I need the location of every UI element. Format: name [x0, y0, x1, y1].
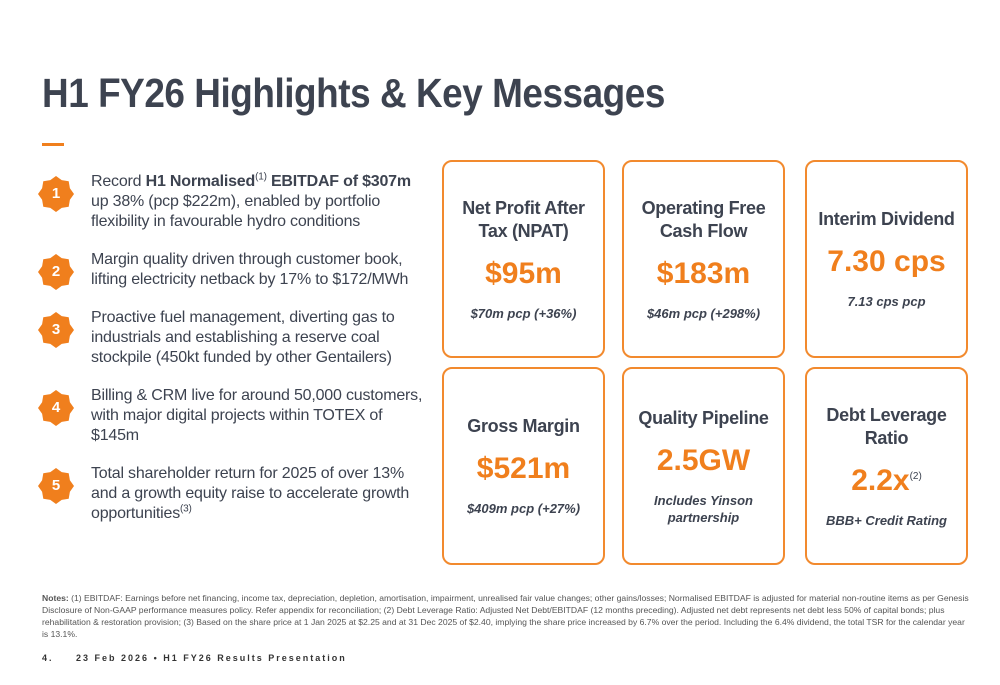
- kpi-value: $95m: [485, 257, 562, 291]
- highlights-list: 1 Record H1 Normalised(1) EBITDAF of $307…: [38, 172, 433, 524]
- kpi-card: Interim Dividend 7.30 cps 7.13 cps pcp: [805, 160, 968, 358]
- gear-badge-icon: [38, 176, 74, 212]
- highlight-item: 5 Total shareholder return for 2025 of ov…: [38, 464, 433, 524]
- highlight-item: 3 Proactive fuel management, diverting ga…: [38, 308, 433, 368]
- text: 7.30 cps: [827, 245, 946, 278]
- number-badge: 5: [38, 468, 74, 504]
- number-badge: 2: [38, 254, 74, 290]
- footer: 4. 23 Feb 2026 • H1 FY26 Results Present…: [42, 653, 347, 663]
- kpi-card: Gross Margin $521m $409m pcp (+27%): [442, 367, 605, 565]
- highlight-text: Total shareholder return for 2025 of ove…: [91, 464, 431, 524]
- highlight-item: 2 Margin quality driven through customer …: [38, 250, 433, 290]
- text: 2.2x: [851, 463, 910, 497]
- kpi-value: $183m: [657, 257, 750, 291]
- kpi-card: Operating Free Cash Flow $183m $46m pcp …: [622, 160, 785, 358]
- text: EBITDAF of $307m: [266, 173, 411, 190]
- kpi-subtext: $70m pcp (+36%): [470, 305, 577, 321]
- text: 5: [51, 477, 61, 494]
- text: up 38% (pcp $222m), enabled by portfolio…: [91, 193, 381, 230]
- text: 3: [51, 321, 61, 338]
- footer-text: 23 Feb 2026 • H1 FY26 Results Presentati…: [76, 653, 347, 663]
- kpi-card: Quality Pipeline 2.5GW Includes Yinson p…: [622, 367, 785, 565]
- highlight-text: Billing & CRM live for around 50,000 cus…: [91, 386, 431, 446]
- text: $521m: [476, 452, 571, 485]
- text: (2): [909, 470, 922, 482]
- text: Margin quality driven through customer b…: [91, 251, 409, 288]
- highlight-item: 1 Record H1 Normalised(1) EBITDAF of $307…: [38, 172, 433, 232]
- text: (3): [180, 503, 192, 515]
- gear-badge-icon: [38, 312, 74, 348]
- kpi-value: 7.30 cps: [827, 245, 945, 279]
- gear-badge-icon: [38, 254, 74, 290]
- gear-badge-icon: [38, 390, 74, 426]
- highlight-text: Proactive fuel management, diverting gas…: [91, 308, 431, 368]
- text: $183m: [656, 256, 751, 290]
- page-number: 4.: [42, 653, 54, 663]
- gear-badge-icon: [38, 468, 74, 504]
- number-badge: 1: [38, 176, 74, 212]
- kpi-heading: Debt Leverage Ratio: [826, 404, 947, 448]
- kpi-value: $521m: [477, 452, 570, 486]
- text: Proactive fuel management, diverting gas…: [91, 309, 395, 366]
- text: Record: [91, 173, 146, 190]
- highlight-text: Record H1 Normalised(1) EBITDAF of $307m…: [91, 172, 431, 232]
- text: Total shareholder return for 2025 of ove…: [91, 465, 410, 522]
- page-title: H1 FY26 Highlights & Key Messages: [42, 70, 665, 116]
- kpi-card: Net Profit After Tax (NPAT) $95m $70m pc…: [442, 160, 605, 358]
- kpi-heading: Quality Pipeline: [638, 407, 769, 428]
- highlight-text: Margin quality driven through customer b…: [91, 250, 431, 290]
- notes-label: Notes:: [42, 593, 69, 603]
- kpi-subtext: 7.13 cps pcp: [847, 294, 926, 309]
- text: $95m: [485, 256, 562, 290]
- text: (1): [255, 171, 267, 183]
- text: 4: [51, 399, 61, 416]
- kpi-heading: Operating Free Cash Flow: [641, 197, 766, 241]
- number-badge: 3: [38, 312, 74, 348]
- kpi-subtext: $46m pcp (+298%): [646, 305, 761, 321]
- text: 2: [51, 263, 61, 280]
- footnotes: Notes: (1) EBITDAF: Earnings before net …: [42, 592, 972, 640]
- notes-text: (1) EBITDAF: Earnings before net financi…: [42, 593, 969, 639]
- kpi-value: 2.2x(2): [851, 464, 922, 498]
- highlight-item: 4 Billing & CRM live for around 50,000 cu…: [38, 386, 433, 446]
- text: Billing & CRM live for around 50,000 cus…: [91, 387, 423, 444]
- kpi-heading: Interim Dividend: [818, 209, 955, 229]
- kpi-card: Debt Leverage Ratio 2.2x(2) BBB+ Credit …: [805, 367, 968, 565]
- kpi-subtext: $409m pcp (+27%): [466, 501, 581, 516]
- text: H1 Normalised: [145, 173, 256, 190]
- kpi-heading: Gross Margin: [467, 416, 580, 436]
- text: 2.5GW: [656, 443, 751, 477]
- kpi-subtext: Includes Yinson partnership: [654, 492, 753, 525]
- kpi-subtext: BBB+ Credit Rating: [826, 512, 947, 528]
- title-accent-bar: [42, 143, 64, 146]
- kpi-value: 2.5GW: [657, 444, 750, 478]
- text: 1: [51, 185, 61, 202]
- number-badge: 4: [38, 390, 74, 426]
- kpi-heading: Net Profit After Tax (NPAT): [462, 197, 585, 241]
